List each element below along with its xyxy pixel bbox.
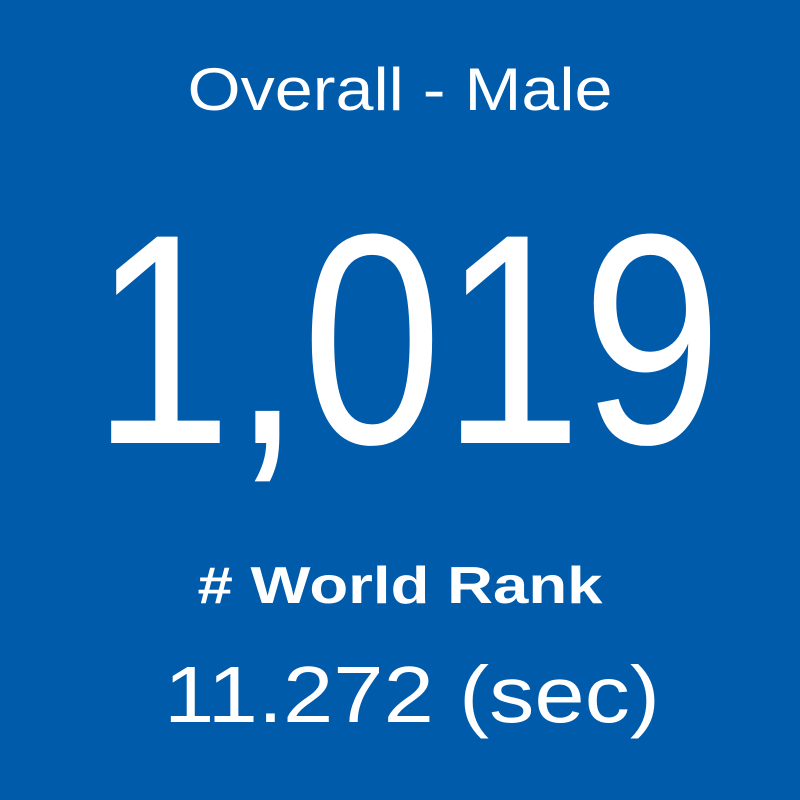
tile-detail: 11.272 (sec) <box>164 650 660 739</box>
tile-value: 1,019 <box>92 171 722 507</box>
tile-title: Overall - Male <box>188 56 613 123</box>
tile-label: # World Rank <box>198 557 603 615</box>
